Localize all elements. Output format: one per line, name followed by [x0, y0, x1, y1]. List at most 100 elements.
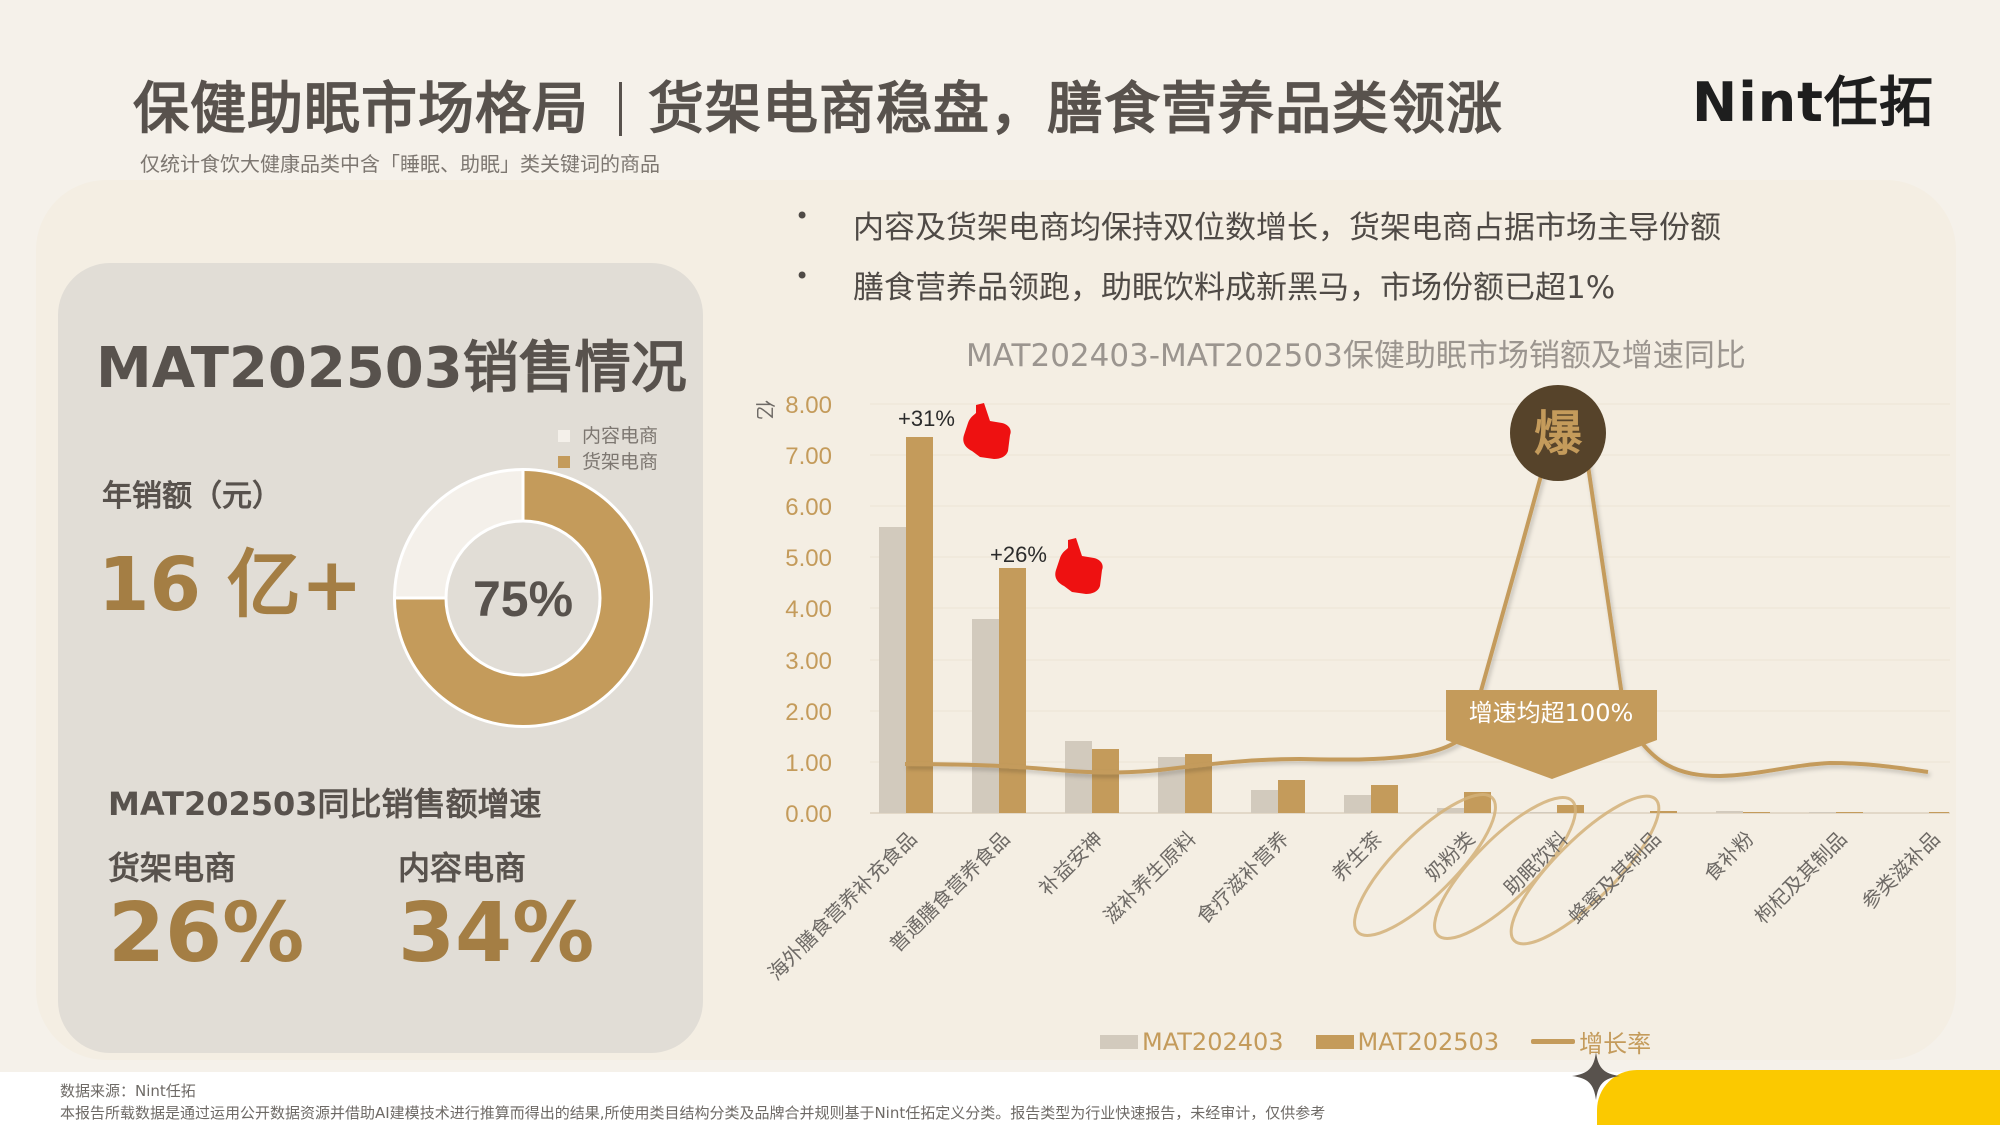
svg-text:养生茶: 养生茶 [1327, 827, 1386, 886]
legend-swatch [1100, 1034, 1138, 1049]
growth-shelf: 货架电商 26% [108, 843, 304, 975]
sparkle-icon [1572, 1052, 1620, 1100]
svg-text:滋补养生原料: 滋补养生原料 [1099, 827, 1201, 929]
callout-text: 增速均超100% [1469, 699, 1634, 727]
bar [1743, 812, 1770, 813]
bar [1809, 812, 1836, 813]
growth-label: 货架电商 [108, 849, 237, 887]
svg-text:7.00: 7.00 [785, 443, 832, 470]
donut-legend-item: 内容电商 [558, 423, 658, 449]
bar [1251, 790, 1278, 813]
disclaimer: 本报告所载数据是通过运用公开数据资源并借助AI建模技术进行推算而得出的结果,所使… [60, 1104, 1326, 1122]
growth-badge-1: +31% [898, 406, 955, 431]
x-axis-labels: 海外膳食营养补充食品 普通膳食营养食品 补益安神 滋补养生原料 食疗滋补营养 养… [763, 827, 1944, 985]
legend-item-mat202503: MAT202503 [1315, 1027, 1500, 1056]
legend-label: MAT202503 [1357, 1027, 1500, 1056]
brand-logo: Nint任拓 [1692, 71, 1934, 134]
growth-value: 26% [108, 886, 305, 981]
svg-text:3.00: 3.00 [785, 648, 832, 675]
bar [1557, 805, 1584, 813]
svg-text:4.00: 4.00 [785, 596, 832, 623]
y-axis-unit: 亿 [753, 400, 777, 420]
insight-item: 内容及货架电商均保持双位数增长，货架电商占据市场主导份额 [795, 202, 1721, 262]
explode-badge-text: 爆 [1534, 406, 1583, 462]
data-source: 数据来源：Nint任拓 [60, 1082, 196, 1100]
bar [1836, 812, 1863, 813]
bar [1650, 811, 1677, 813]
share-donut-chart: 75% [393, 468, 653, 728]
bar [1371, 785, 1398, 813]
svg-text:枸杞及其制品: 枸杞及其制品 [1750, 827, 1852, 929]
svg-text:助眠饮料: 助眠饮料 [1499, 827, 1573, 901]
insight-item: 膳食营养品领跑，助眠饮料成新黑马，市场份额已超1% [795, 262, 1721, 322]
svg-text:蜂蜜及其制品: 蜂蜜及其制品 [1564, 827, 1666, 929]
annual-sales-label: 年销额（元） [102, 479, 282, 514]
bar [1530, 812, 1557, 813]
bar [879, 527, 906, 813]
svg-text:食补粉: 食补粉 [1699, 827, 1758, 886]
legend-item-mat202403: MAT202403 [1100, 1028, 1284, 1056]
page-subtitle: 仅统计食饮大健康品类中含「睡眠、助眠」类关键词的商品 [140, 152, 660, 176]
explode-badge [1510, 385, 1606, 481]
key-insights: 内容及货架电商均保持双位数增长，货架电商占据市场主导份额 膳食营养品领跑，助眠饮… [795, 202, 1721, 322]
footer-accent-bar [1597, 1070, 2000, 1125]
svg-text:1.00: 1.00 [785, 750, 832, 777]
legend-swatch-shelf [558, 456, 570, 468]
title-left: 保健助眠市场格局 [133, 77, 589, 142]
growth-content: 内容电商 34% [398, 843, 594, 975]
bar [1344, 795, 1371, 813]
legend-swatch-content [558, 430, 570, 442]
summary-title: MAT202503销售情况 [96, 336, 687, 401]
series-mat202503 [906, 437, 1949, 813]
svg-text:海外膳食营养补充食品: 海外膳食营养补充食品 [763, 827, 921, 985]
callout-arrow [1446, 690, 1657, 779]
legend-label: 增长率 [1579, 1030, 1652, 1058]
bar [906, 437, 933, 813]
bar [1929, 812, 1949, 813]
bar [1716, 811, 1743, 813]
donut-hole [444, 519, 602, 677]
legend-label: 内容电商 [582, 425, 659, 447]
series-mat202403 [879, 527, 1836, 813]
bar [1278, 780, 1305, 813]
svg-text:8.00: 8.00 [785, 392, 832, 419]
svg-text:食疗滋补营养: 食疗滋补营养 [1192, 827, 1294, 929]
growth-title: MAT202503同比销售额增速 [108, 785, 542, 823]
thumbs-up-icon [1055, 538, 1103, 594]
summary-card: MAT202503销售情况 年销额（元） 16 亿+ 内容电商 货架电商 75%… [58, 263, 703, 1053]
growth-value: 34% [398, 886, 595, 981]
growth-rate-line [904, 431, 1929, 779]
svg-text:5.00: 5.00 [785, 545, 832, 572]
chart-legend: MAT202403 MAT202503 增长率 [1100, 1024, 1651, 1059]
title-right: 货架电商稳盘，膳食营养品类领涨 [648, 77, 1503, 142]
svg-text:参类滋补品: 参类滋补品 [1857, 827, 1945, 915]
bar [1065, 741, 1092, 813]
chart-title: MAT202403-MAT202503保健助眠市场销额及增速同比 [966, 338, 1746, 374]
svg-text:6.00: 6.00 [785, 494, 832, 521]
legend-line [1531, 1039, 1576, 1044]
donut-center-label: 75% [473, 571, 573, 627]
growth-label: 内容电商 [398, 849, 527, 887]
bar [1092, 749, 1119, 813]
highlight-ellipses [1353, 793, 1661, 946]
svg-text:补益安神: 补益安神 [1034, 827, 1108, 901]
svg-text:2.00: 2.00 [785, 699, 832, 726]
legend-item-growth-rate: 增长率 [1531, 1024, 1651, 1059]
page-title: 保健助眠市场格局 货架电商稳盘，膳食营养品类领涨 [133, 64, 1503, 145]
growth-badge-2: +26% [990, 542, 1047, 567]
legend-label: MAT202403 [1142, 1027, 1284, 1056]
bar [999, 568, 1026, 813]
donut-legend-item: 货架电商 [558, 449, 658, 475]
legend-label: 货架电商 [582, 451, 659, 473]
bar [972, 619, 999, 813]
donut-legend: 内容电商 货架电商 [558, 423, 658, 475]
annual-sales-value: 16 亿+ [98, 542, 363, 628]
y-axis-ticks: 0.00 1.00 2.00 3.00 4.00 5.00 6.00 7.00 … [785, 392, 832, 828]
bar [1437, 808, 1464, 813]
svg-text:0.00: 0.00 [785, 801, 832, 828]
legend-swatch [1315, 1034, 1354, 1049]
thumbs-up-icon [963, 403, 1011, 459]
gridlines [870, 403, 1950, 763]
title-divider [619, 82, 622, 136]
